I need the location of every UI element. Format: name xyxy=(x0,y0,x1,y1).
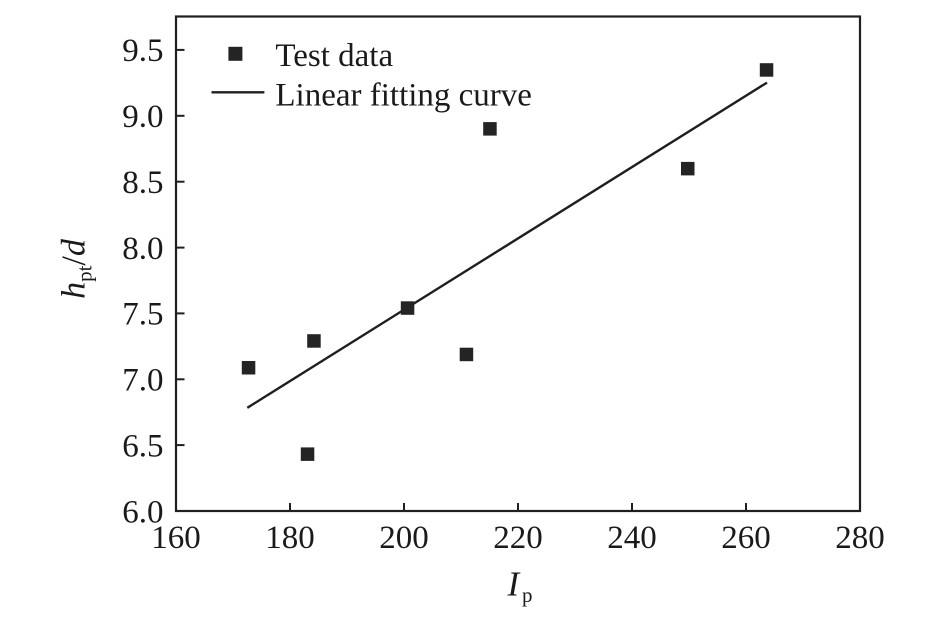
svg-text:I: I xyxy=(507,565,522,604)
svg-text:6.5: 6.5 xyxy=(122,428,163,464)
svg-text:280: 280 xyxy=(835,520,885,556)
svg-text:160: 160 xyxy=(151,520,201,556)
svg-text:Linear fitting curve: Linear fitting curve xyxy=(275,77,532,113)
svg-text:200: 200 xyxy=(379,520,429,556)
svg-text:9.5: 9.5 xyxy=(122,33,163,69)
svg-text:8.5: 8.5 xyxy=(122,165,163,201)
svg-text:8.0: 8.0 xyxy=(122,231,163,267)
svg-text:240: 240 xyxy=(607,520,657,556)
svg-text:220: 220 xyxy=(493,520,543,556)
svg-text:9.0: 9.0 xyxy=(122,99,163,135)
svg-text:p: p xyxy=(522,583,533,607)
svg-text:hpt/d: hpt/d xyxy=(56,238,97,299)
svg-text:6.0: 6.0 xyxy=(122,494,163,530)
svg-text:Test data: Test data xyxy=(275,38,393,74)
svg-text:7.0: 7.0 xyxy=(122,363,163,399)
svg-text:180: 180 xyxy=(265,520,315,556)
svg-text:260: 260 xyxy=(721,520,771,556)
svg-text:7.5: 7.5 xyxy=(122,297,163,333)
